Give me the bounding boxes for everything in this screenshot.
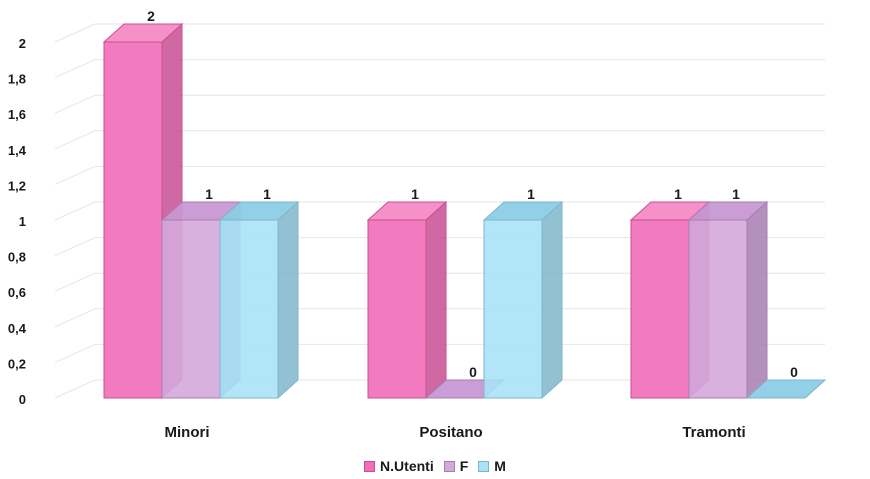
- legend-label-f: F: [459, 458, 469, 474]
- y-tick-label: 0,2: [8, 356, 26, 371]
- gridline-depth: [54, 308, 96, 328]
- legend-swatch-m: [478, 460, 490, 472]
- y-tick-label: 0,8: [8, 250, 26, 265]
- gridline-depth: [54, 343, 96, 363]
- bar: [103, 41, 163, 399]
- gridline-depth: [54, 272, 96, 292]
- y-tick-label: 1,8: [8, 72, 26, 87]
- data-label: 1: [674, 186, 682, 202]
- bar-top: [218, 201, 300, 221]
- y-tick-label: 1,6: [8, 107, 26, 122]
- data-label: 1: [205, 186, 213, 202]
- bar: [161, 219, 221, 399]
- legend-swatch-f: [443, 460, 455, 472]
- bar-side: [425, 200, 447, 400]
- legend-swatch-n-utenti: [364, 460, 376, 472]
- bar-top: [366, 201, 448, 221]
- bar: [688, 219, 748, 399]
- legend-item-f: F: [443, 458, 469, 474]
- data-label: 2: [147, 8, 155, 24]
- x-category-label: Positano: [419, 424, 482, 441]
- gridline-depth: [54, 94, 96, 114]
- y-tick-label: 0: [19, 392, 26, 407]
- gridline-depth: [54, 59, 96, 79]
- y-tick-label: 1: [19, 214, 26, 229]
- gridline-depth: [54, 379, 96, 399]
- y-tick-label: 2: [19, 36, 26, 51]
- legend-item-n-utenti: N.Utenti: [364, 458, 434, 474]
- bar: [367, 219, 427, 399]
- bar-side: [541, 200, 563, 400]
- data-label: 1: [527, 186, 535, 202]
- bar: [630, 219, 690, 399]
- chart-plot: 0 0,2 0,4 0,6 0,8 1 1,2 1,4 1,6 1,8 2 2 1 1 Minori 1 0 1 P…: [8, 8, 827, 441]
- y-tick-label: 1,4: [8, 143, 27, 158]
- bar-top: [745, 379, 827, 399]
- data-label: 0: [790, 364, 798, 380]
- legend-label-m: M: [494, 458, 506, 474]
- legend-label-n-utenti: N.Utenti: [380, 458, 434, 474]
- gridline-depth: [54, 130, 96, 150]
- chart-legend: N.Utenti F M: [0, 458, 870, 474]
- bar-side: [277, 200, 299, 400]
- y-tick-label: 0,4: [8, 321, 27, 336]
- x-category-label: Tramonti: [682, 424, 745, 441]
- y-tick-label: 0,6: [8, 285, 26, 300]
- gridline-depth: [54, 201, 96, 221]
- data-label: 0: [469, 364, 477, 380]
- x-category-label: Minori: [165, 424, 210, 441]
- bar-top: [482, 201, 564, 221]
- bar-top: [687, 201, 769, 221]
- bar-top: [102, 23, 184, 43]
- data-label: 1: [263, 186, 271, 202]
- gridline-depth: [54, 165, 96, 185]
- data-label: 1: [732, 186, 740, 202]
- bar: [219, 219, 279, 399]
- data-label: 1: [411, 186, 419, 202]
- y-tick-label: 1,2: [8, 178, 26, 193]
- gridline-depth: [54, 23, 96, 43]
- legend-item-m: M: [478, 458, 506, 474]
- bar-side: [746, 200, 768, 400]
- gridline-depth: [54, 237, 96, 257]
- bar: [483, 219, 543, 399]
